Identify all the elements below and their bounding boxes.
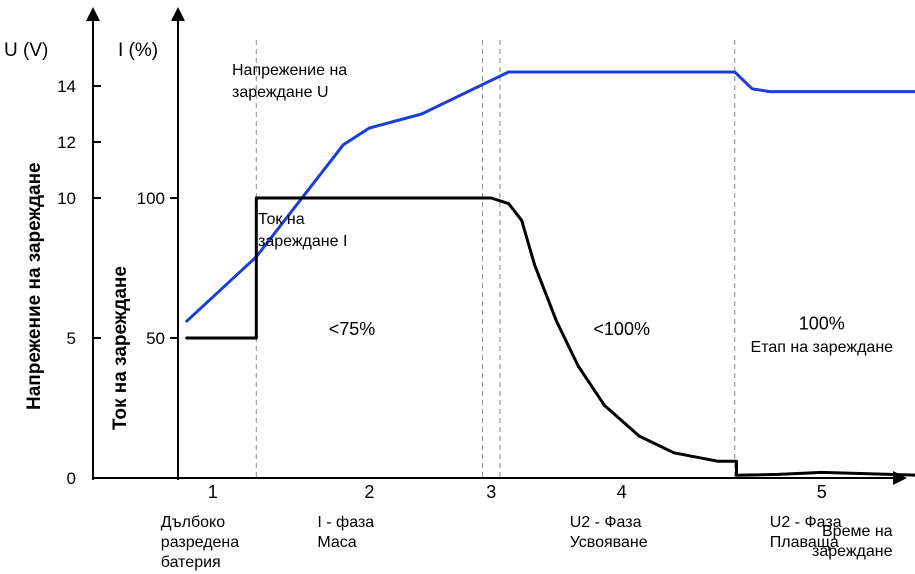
phase-number-1: 1 bbox=[208, 482, 218, 502]
u-tick-label-0: 0 bbox=[67, 469, 76, 488]
u-tick-label-12: 12 bbox=[57, 133, 76, 152]
time-axis-label-line1: Време на bbox=[822, 523, 893, 540]
u-axis-title: Напрежение на зареждане bbox=[24, 162, 45, 410]
phase-number-5: 5 bbox=[817, 482, 827, 502]
stage-label-4: Етап на зареждане bbox=[751, 339, 894, 356]
stage-label-3: 100% bbox=[799, 314, 845, 334]
i-axis-title: Ток на зареждане bbox=[110, 266, 131, 430]
phase-2-name-line-2: Маса bbox=[317, 534, 356, 551]
i-tick-label-100: 100 bbox=[137, 189, 165, 208]
phase-1-name-line-3: батерия bbox=[161, 554, 221, 571]
phase-1-name-line-2: разредена bbox=[161, 534, 239, 551]
stage-label-2: <100% bbox=[593, 319, 650, 339]
phase-4-name-line-2: Усвояване bbox=[570, 534, 648, 551]
phase-4-name-line-1: U2 - Фаза bbox=[570, 514, 642, 531]
time-axis-label-line2: зареждане bbox=[812, 543, 893, 560]
phase-2-name-line-1: I - фаза bbox=[317, 514, 374, 531]
i-axis-label: I (%) bbox=[118, 40, 158, 61]
u-tick-label-14: 14 bbox=[57, 77, 76, 96]
phase-5-name-line-2: Плаваща bbox=[770, 534, 839, 551]
current-annotation-line2: зареждане I bbox=[258, 233, 347, 250]
charging-voltage-line bbox=[185, 70, 915, 323]
voltage-annotation-line2: зареждане U bbox=[232, 84, 329, 101]
voltage-annotation-line1: Напрежение на bbox=[232, 62, 347, 79]
u-tick-label-5: 5 bbox=[67, 329, 76, 348]
current-annotation-line1: Ток на bbox=[258, 211, 305, 228]
phase-1-name-line-1: Дълбоко bbox=[161, 514, 225, 531]
phase-number-3: 3 bbox=[486, 482, 496, 502]
u-axis-label: U (V) bbox=[4, 40, 48, 61]
stage-label-1: <75% bbox=[329, 319, 376, 339]
i-tick-label-50: 50 bbox=[146, 329, 165, 348]
phase-number-2: 2 bbox=[364, 482, 374, 502]
phase-number-4: 4 bbox=[617, 482, 627, 502]
u-tick-label-10: 10 bbox=[57, 189, 76, 208]
phase-5-name-line-1: U2 - Фаза bbox=[770, 514, 842, 531]
charging-current-line bbox=[185, 196, 915, 477]
